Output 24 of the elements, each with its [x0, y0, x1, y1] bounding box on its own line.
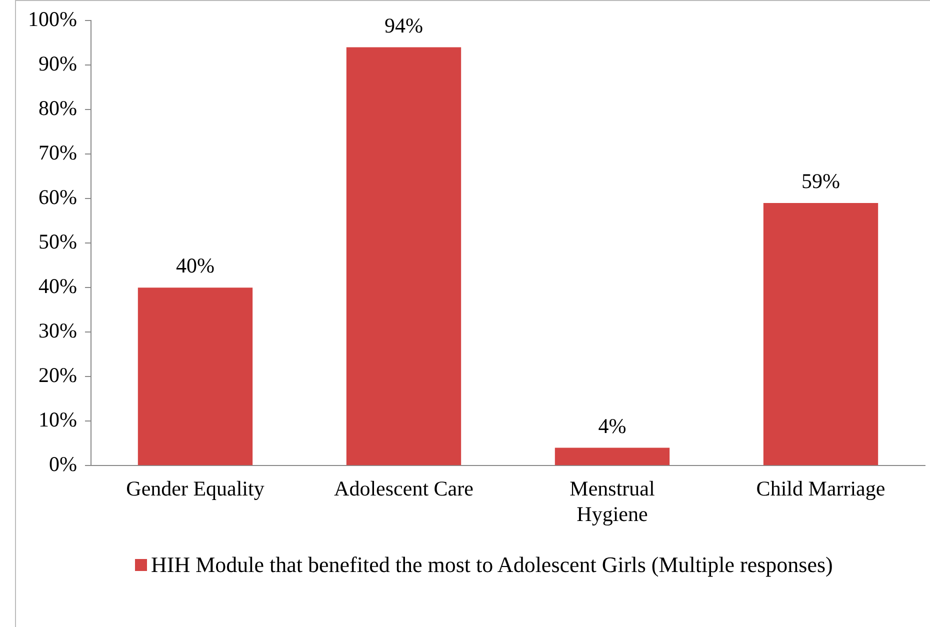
y-tick-label: 40%: [38, 274, 77, 298]
x-tick-label: Child Marriage: [756, 476, 886, 501]
data-label: 94%: [384, 13, 423, 38]
y-tick-label: 70%: [38, 140, 77, 165]
y-tick-label: 80%: [38, 96, 77, 120]
x-tick-label: Menstrual Hygiene: [570, 476, 655, 526]
bar: [138, 288, 253, 466]
data-label: 59%: [802, 169, 840, 194]
y-tick-label: 100%: [28, 7, 77, 32]
x-tick-label: Adolescent Care: [334, 476, 474, 501]
y-tick-label: 60%: [38, 185, 77, 210]
y-tick-label: 30%: [38, 318, 77, 343]
bar: [346, 47, 462, 466]
data-label: 4%: [598, 414, 626, 438]
legend-label: HIH Module that benefited the most to Adolescent Girls (Multiple responses): [150, 551, 834, 579]
y-tick-label: 10%: [38, 408, 77, 432]
x-tick-label: Gender Equality: [126, 476, 265, 501]
y-tick-label: 0%: [48, 452, 77, 476]
y-tick-label: 90%: [38, 52, 77, 76]
data-label: 40%: [176, 254, 214, 278]
y-tick-label: 50%: [38, 230, 77, 254]
y-tick-label: 20%: [38, 363, 77, 388]
bar: [554, 448, 670, 466]
bar: [763, 203, 878, 466]
